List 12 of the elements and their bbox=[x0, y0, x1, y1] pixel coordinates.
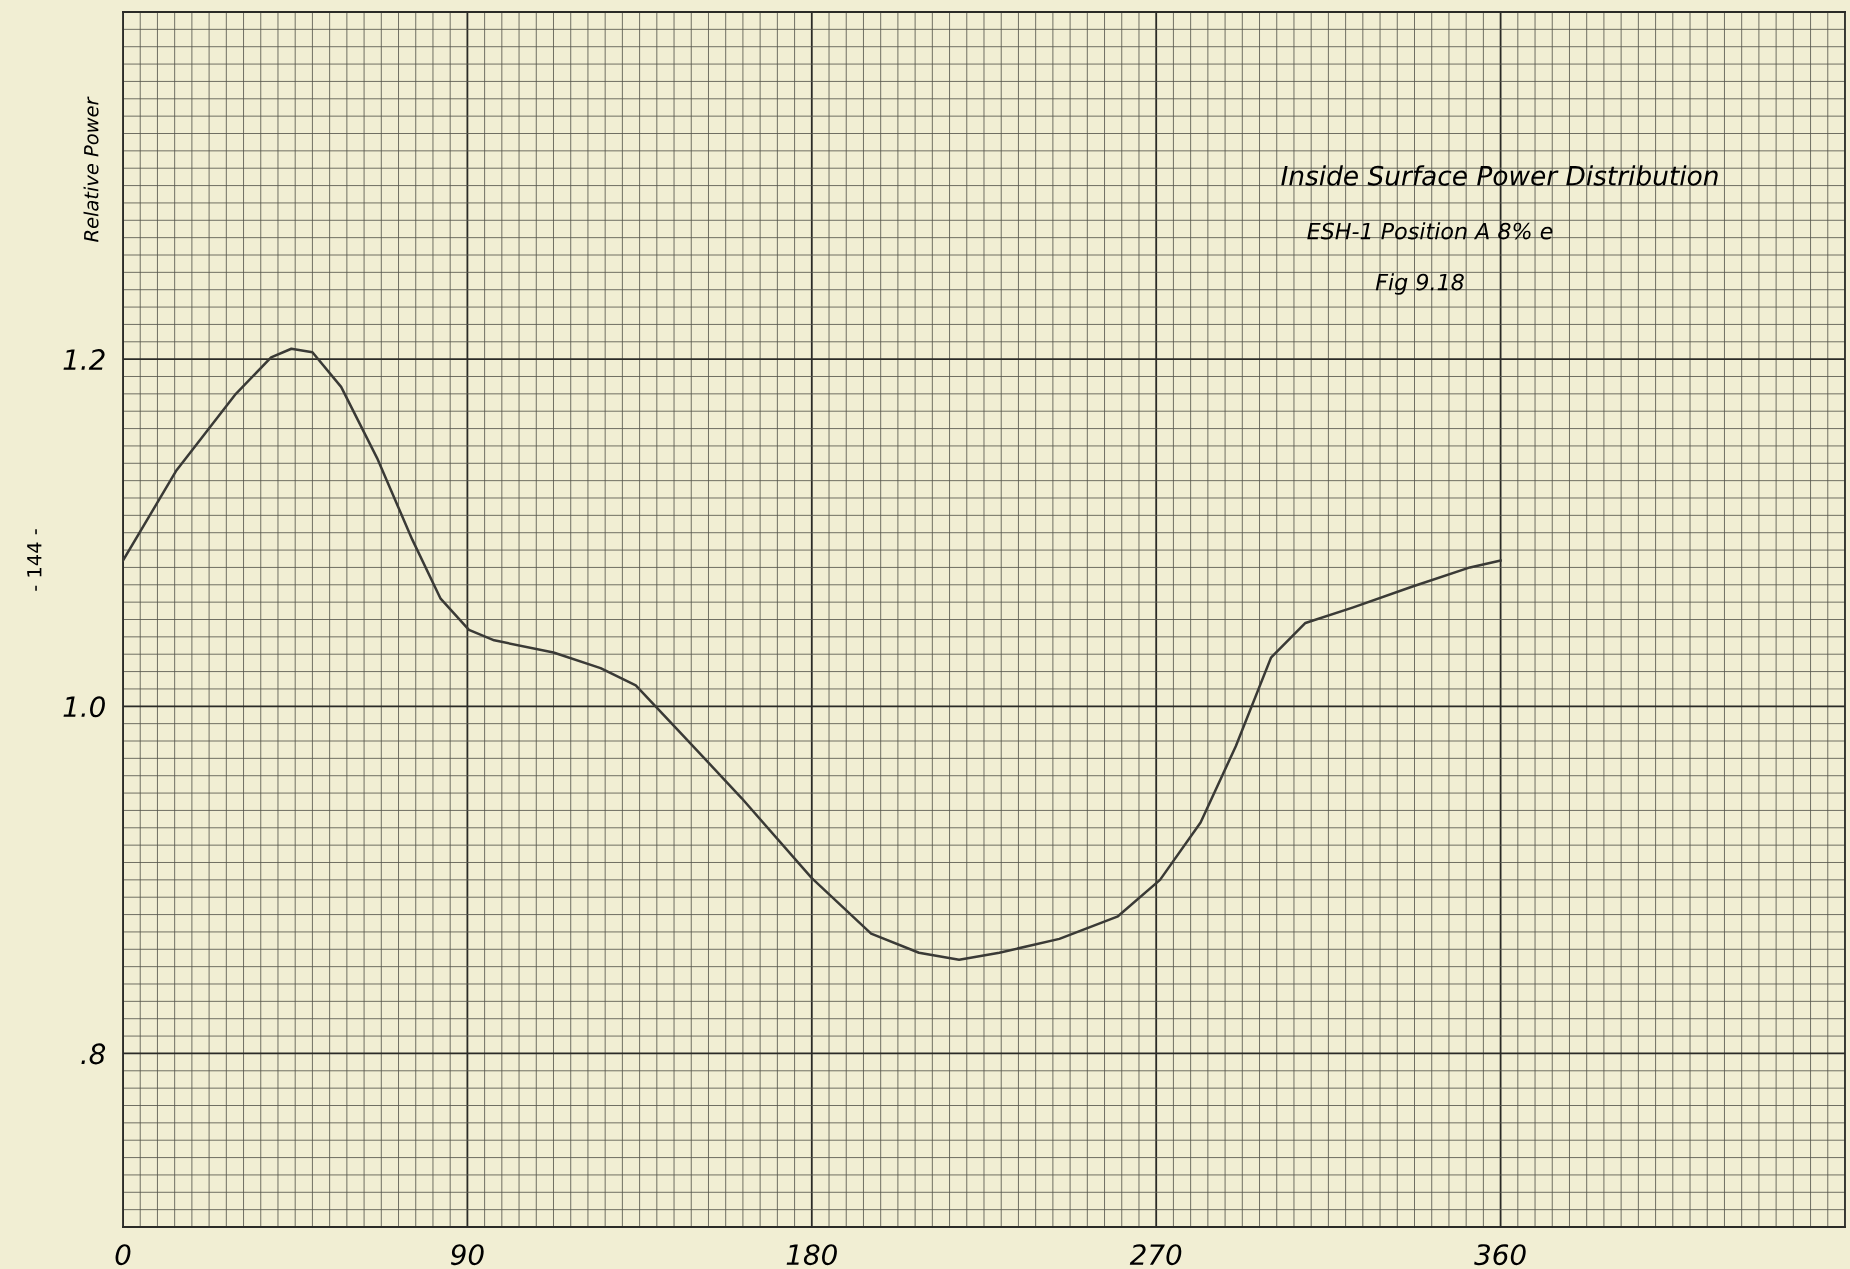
x-tick-label: 180 bbox=[786, 1244, 837, 1266]
annotation: Fig 9.18 bbox=[1375, 273, 1464, 295]
line-series bbox=[123, 347, 1502, 961]
y-tick-label: .8 bbox=[81, 1043, 106, 1065]
x-tick-label: 270 bbox=[1129, 1244, 1182, 1266]
x-tick-label: 0 bbox=[115, 1244, 131, 1266]
y-tick-label: 1.0 bbox=[63, 696, 105, 718]
x-tick-label: 360 bbox=[1474, 1244, 1526, 1266]
y-axis-title: Relative Power bbox=[83, 96, 99, 242]
text: - 144 - bbox=[27, 529, 42, 591]
y-tick-label: 1.2 bbox=[63, 349, 105, 370]
x-tick-label: 90 bbox=[450, 1244, 484, 1266]
